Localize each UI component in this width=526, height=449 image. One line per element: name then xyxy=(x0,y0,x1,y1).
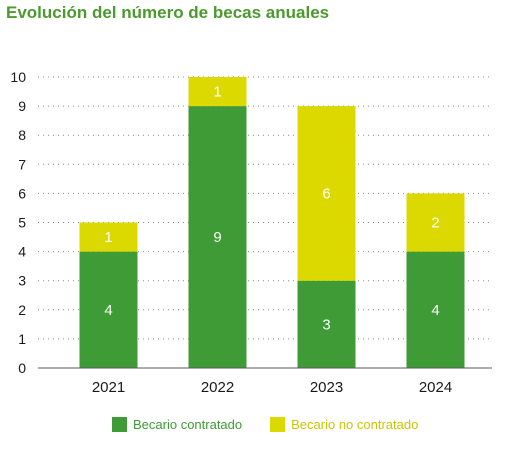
y-tick-label: 6 xyxy=(18,185,26,201)
y-tick-label: 8 xyxy=(18,127,26,143)
y-tick-label: 9 xyxy=(18,98,26,114)
x-tick-label: 2021 xyxy=(92,379,125,396)
data-label: 4 xyxy=(431,302,439,319)
y-tick-label: 5 xyxy=(18,215,26,231)
bar xyxy=(79,251,138,368)
data-label: 3 xyxy=(322,316,330,333)
data-label: 4 xyxy=(104,302,112,319)
legend-swatch-no-contratado xyxy=(270,417,286,432)
y-tick-label: 0 xyxy=(18,360,26,376)
data-label: 9 xyxy=(213,229,221,246)
x-tick-label: 2024 xyxy=(419,379,452,396)
legend-label-no-contratado: Becario no contratado xyxy=(291,417,419,432)
legend-swatch-contratado xyxy=(112,417,127,432)
data-label: 2 xyxy=(431,215,439,232)
legend-item-no-contratado: Becario no contratado xyxy=(270,417,418,432)
legend-label-contratado: Becario contratado xyxy=(133,417,243,432)
chart-title: Evolución del número de becas anuales xyxy=(6,3,330,22)
x-tick-label: 2023 xyxy=(310,379,343,396)
x-tick-label: 2022 xyxy=(201,379,234,396)
bar xyxy=(79,222,138,252)
y-tick-label: 4 xyxy=(18,244,26,260)
y-tick-label: 7 xyxy=(18,156,26,172)
data-label: 1 xyxy=(213,84,221,101)
legend-item-contratado: Becario contratado xyxy=(112,417,242,432)
data-label: 6 xyxy=(322,185,330,202)
bar xyxy=(188,77,247,107)
y-tick-label: 1 xyxy=(18,331,26,347)
bar xyxy=(188,106,247,368)
legend: Becario contratado Becario no contratado xyxy=(112,417,446,432)
y-tick-label: 2 xyxy=(18,302,26,318)
data-label: 1 xyxy=(104,229,112,246)
bar xyxy=(406,193,465,252)
bar xyxy=(406,251,465,368)
bar xyxy=(297,280,356,368)
y-tick-label: 10 xyxy=(10,69,26,85)
y-tick-label: 3 xyxy=(18,273,26,289)
bar xyxy=(297,106,356,281)
